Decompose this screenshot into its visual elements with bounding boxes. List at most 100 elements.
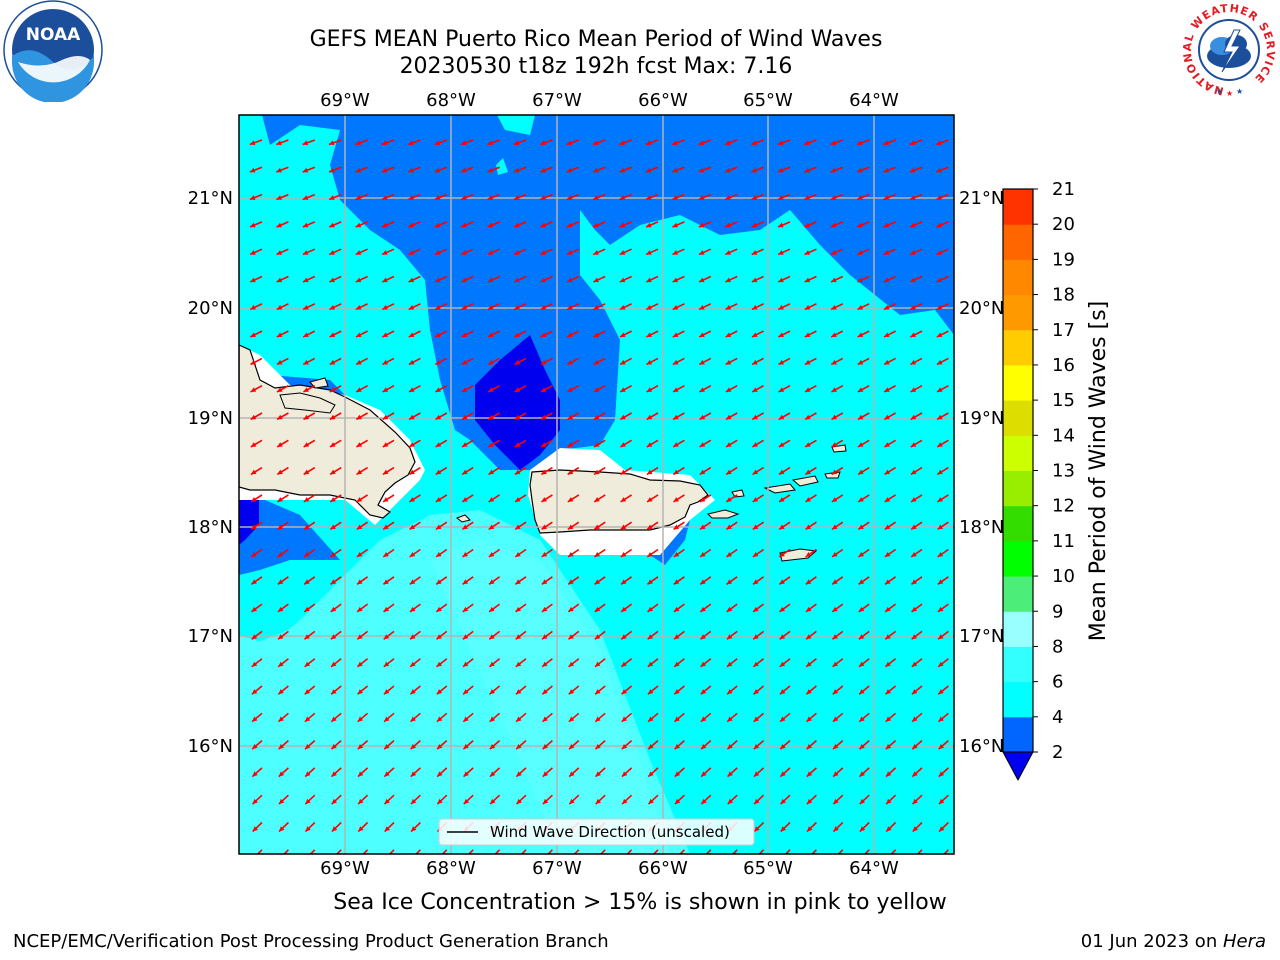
wind-wave-arrowhead bbox=[276, 305, 283, 310]
wind-wave-arrowhead bbox=[568, 634, 574, 640]
noaa-logo-text: NOAA bbox=[26, 25, 81, 45]
wind-wave-arrowhead bbox=[488, 387, 494, 392]
wind-wave-arrowhead bbox=[514, 277, 520, 283]
wind-wave-arrow bbox=[652, 849, 659, 854]
wind-wave-arrowhead bbox=[302, 167, 309, 173]
colorbar-segment bbox=[1003, 576, 1033, 612]
wind-wave-arrowhead bbox=[753, 716, 760, 722]
wind-wave-arrowhead bbox=[489, 606, 495, 612]
wind-wave-arrow bbox=[335, 849, 342, 854]
wind-wave-arrowhead bbox=[436, 606, 442, 612]
colorbar-tick-label: 14 bbox=[1052, 425, 1075, 446]
wind-wave-arrowhead bbox=[936, 222, 943, 228]
wind-wave-arrowhead bbox=[778, 222, 784, 228]
wind-wave-arrowhead bbox=[489, 743, 496, 750]
wind-wave-arrowhead bbox=[858, 606, 865, 612]
wind-wave-arrowhead bbox=[751, 167, 758, 173]
wind-wave-arrowhead bbox=[356, 551, 363, 557]
wind-wave-arrowhead bbox=[857, 387, 864, 392]
wind-wave-arrowhead bbox=[567, 497, 574, 502]
wind-wave-arrowhead bbox=[725, 250, 731, 255]
wind-wave-arrowhead bbox=[279, 826, 285, 832]
wind-wave-arrowhead bbox=[357, 771, 364, 777]
wind-wave-arrowhead bbox=[805, 414, 811, 420]
wind-wave-arrowhead bbox=[780, 798, 786, 805]
wind-wave-arrowhead bbox=[515, 579, 521, 585]
wind-wave-arrows bbox=[249, 139, 949, 854]
wind-wave-arrowhead bbox=[830, 140, 837, 146]
wind-wave-arrowhead bbox=[883, 332, 890, 337]
wind-wave-arrowhead bbox=[434, 195, 441, 200]
wind-wave-arrowhead bbox=[461, 250, 467, 255]
wind-wave-arrowhead bbox=[567, 387, 573, 392]
wind-wave-arrowhead bbox=[357, 661, 363, 667]
wind-wave-arrowhead bbox=[434, 140, 441, 146]
wind-wave-arrowhead bbox=[593, 387, 600, 392]
wind-wave-arrowhead bbox=[331, 771, 337, 777]
wind-wave-arrowhead bbox=[673, 414, 679, 420]
wind-wave-arrowhead bbox=[276, 195, 282, 200]
wind-wave-arrowhead bbox=[725, 222, 731, 228]
wind-wave-arrowhead bbox=[620, 442, 626, 447]
wind-wave-arrowhead bbox=[569, 771, 575, 777]
lat-label: 19°N bbox=[188, 408, 233, 429]
wind-wave-arrowhead bbox=[251, 497, 257, 502]
wind-wave-arrowhead bbox=[277, 442, 283, 447]
wind-wave-arrowhead bbox=[937, 442, 943, 447]
wind-wave-arrowhead bbox=[435, 332, 441, 337]
wind-wave-arrowhead bbox=[463, 771, 469, 777]
lon-label: 68°W bbox=[426, 90, 476, 111]
sea-ice-note-text: Sea Ice Concentration > 15% is shown in … bbox=[333, 890, 947, 915]
svg-text:★: ★ bbox=[1216, 87, 1223, 96]
wind-wave-arrowhead bbox=[381, 167, 388, 173]
wind-wave-arrowhead bbox=[540, 332, 547, 337]
wind-wave-arrowhead bbox=[779, 634, 786, 640]
wind-wave-arrowhead bbox=[541, 414, 547, 420]
wind-wave-arrowhead bbox=[250, 387, 257, 392]
wind-wave-arrowhead bbox=[647, 497, 653, 502]
wind-wave-arrowhead bbox=[251, 524, 257, 530]
wind-wave-arrowhead bbox=[567, 359, 573, 365]
wind-wave-arrowhead bbox=[805, 442, 811, 447]
wind-wave-arrowhead bbox=[859, 743, 865, 750]
wind-wave-arrowhead bbox=[593, 359, 600, 365]
wind-wave-arrowhead bbox=[567, 442, 574, 447]
colorbar-tick-label: 9 bbox=[1052, 601, 1063, 622]
wind-wave-arrowhead bbox=[540, 195, 546, 200]
wind-wave-arrowhead bbox=[252, 826, 258, 832]
wind-wave-arrowhead bbox=[437, 771, 443, 777]
wind-wave-arrowhead bbox=[250, 305, 256, 310]
wind-wave-arrowhead bbox=[859, 689, 865, 695]
wind-wave-arrow bbox=[256, 849, 263, 854]
wind-wave-arrowhead bbox=[937, 469, 943, 475]
wind-wave-arrowhead bbox=[777, 140, 784, 146]
wind-wave-arrowhead bbox=[938, 634, 944, 640]
lon-label: 64°W bbox=[849, 90, 899, 111]
wind-wave-arrowhead bbox=[513, 140, 520, 146]
wind-wave-arrowhead bbox=[355, 277, 362, 283]
wind-wave-arrow bbox=[943, 849, 949, 854]
wind-wave-arrowhead bbox=[910, 250, 916, 255]
wind-wave-arrowhead bbox=[832, 551, 838, 557]
wind-wave-arrowhead bbox=[487, 167, 494, 173]
wind-wave-arrowhead bbox=[462, 579, 469, 585]
wind-wave-arrowhead bbox=[779, 579, 785, 585]
colorbar-tick-label: 11 bbox=[1052, 531, 1075, 552]
wind-wave-arrowhead bbox=[278, 771, 285, 777]
colorbar-segment bbox=[1003, 435, 1033, 471]
wind-wave-arrowhead bbox=[595, 716, 601, 722]
wind-wave-arrowhead bbox=[356, 414, 362, 420]
wind-wave-arrowhead bbox=[435, 524, 442, 530]
wind-wave-arrowhead bbox=[382, 414, 389, 420]
wind-wave-arrowhead bbox=[568, 689, 575, 695]
wind-wave-arrowhead bbox=[436, 579, 442, 585]
wind-wave-arrowhead bbox=[516, 716, 522, 722]
wind-wave-arrowhead bbox=[884, 359, 890, 365]
wind-wave-arrowhead bbox=[700, 579, 706, 585]
wind-wave-arrowhead bbox=[250, 250, 256, 255]
wind-wave-arrowhead bbox=[727, 771, 733, 777]
wind-wave-arrowhead bbox=[540, 250, 547, 255]
wind-wave-arrowhead bbox=[329, 277, 335, 283]
wind-wave-arrowhead bbox=[382, 222, 388, 228]
wind-wave-arrowhead bbox=[884, 497, 891, 502]
